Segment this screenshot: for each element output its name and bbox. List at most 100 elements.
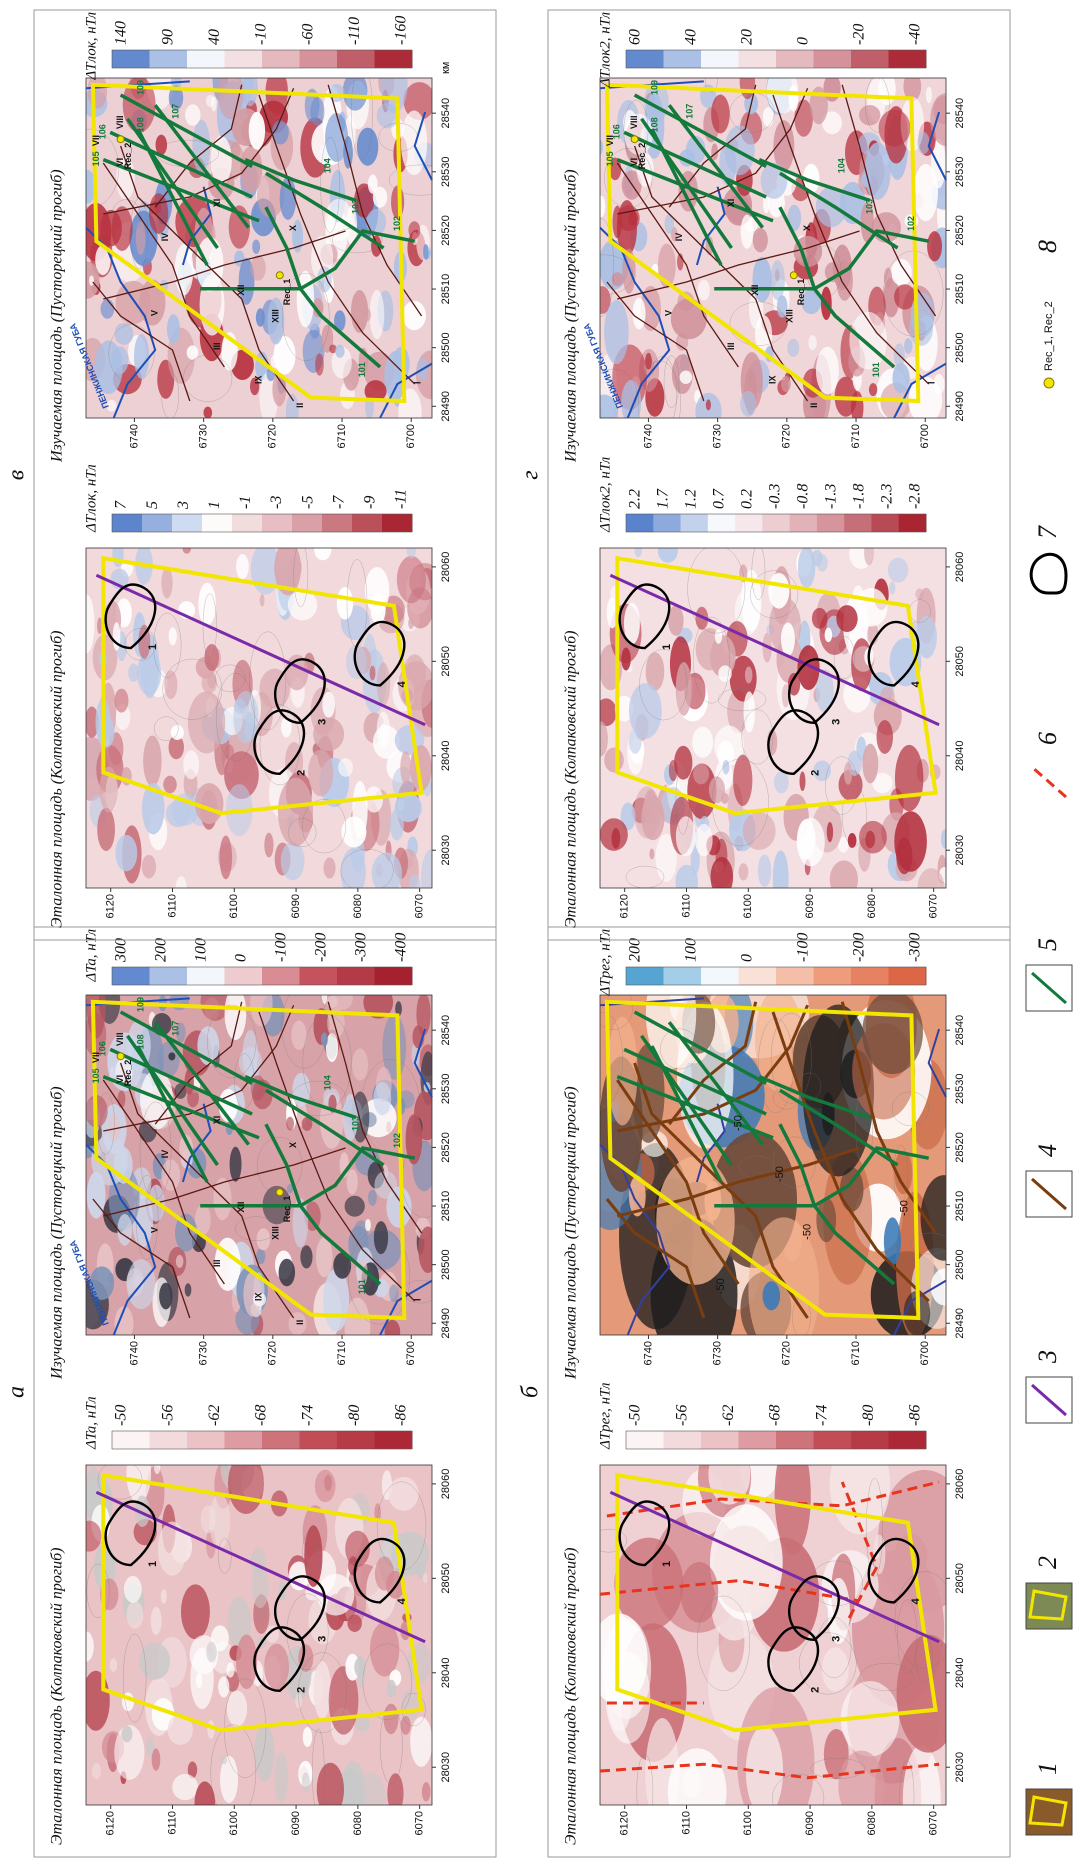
colorbar-label: 0.2 <box>739 489 756 509</box>
colorbar-cell <box>225 1431 263 1449</box>
anomaly <box>239 1047 262 1077</box>
anomaly <box>597 196 605 217</box>
receiver <box>276 1189 283 1196</box>
anomaly <box>371 593 386 625</box>
anomaly <box>406 539 416 559</box>
figure-canvas: Эталонная площадь (Колпаковский прогиб)2… <box>0 0 1081 1865</box>
y-tick-label: 6080 <box>866 894 878 918</box>
y-tick-label: 6730 <box>198 424 210 448</box>
profile-label: 108 <box>136 1034 146 1049</box>
colorbar-label: -1.3 <box>823 484 840 509</box>
x-tick-label: 28040 <box>440 1657 452 1688</box>
profile-label: 103 <box>350 1116 360 1131</box>
anomaly <box>889 582 895 595</box>
anomaly <box>649 849 654 860</box>
colorbar-label: 60 <box>627 29 644 45</box>
anomaly <box>836 605 857 632</box>
colorbar-label: -80 <box>346 1405 363 1426</box>
x-tick-label: 28060 <box>954 1469 966 1500</box>
line-label: X <box>288 225 298 231</box>
y-tick-label: 6120 <box>105 894 117 918</box>
line-label: I <box>927 381 937 384</box>
line-label: VIII <box>115 115 125 129</box>
panel-letter: г <box>518 470 544 479</box>
receiver <box>117 136 124 143</box>
anomaly <box>941 829 949 848</box>
profile-label: 103 <box>350 199 360 214</box>
y-tick-label: 6080 <box>866 1811 878 1835</box>
anomaly <box>775 1436 811 1555</box>
y-tick-label: 6720 <box>781 424 793 448</box>
x-tick-label: 28500 <box>954 1249 966 1280</box>
anomaly <box>146 1737 154 1757</box>
anomaly <box>167 314 180 344</box>
profile-label: 104 <box>323 1075 333 1090</box>
anomaly <box>317 1763 344 1817</box>
anomaly <box>904 338 912 354</box>
colorbar-label: 90 <box>159 29 176 45</box>
map-raster <box>590 1434 972 1854</box>
anomaly <box>706 399 711 410</box>
anomaly <box>181 1584 210 1639</box>
line-label: I <box>413 381 423 384</box>
colorbar-label: -62 <box>206 1405 223 1426</box>
colorbar-cell <box>337 50 375 68</box>
anomaly <box>629 729 642 753</box>
anomaly <box>110 1658 118 1672</box>
profile-label: 101 <box>871 362 881 377</box>
x-tick-label: 28060 <box>954 552 966 583</box>
panel-letter: в <box>4 470 30 480</box>
anomaly <box>338 758 353 777</box>
anomaly <box>347 1169 358 1194</box>
figure: Эталонная площадь (Колпаковский прогиб)2… <box>0 0 1081 1865</box>
deposit-label: 4 <box>910 680 922 687</box>
colorbar-cell <box>889 50 927 68</box>
legend-number: 6 <box>1033 732 1062 745</box>
anomaly <box>822 1647 849 1691</box>
x-tick-label: 28500 <box>440 1249 452 1280</box>
x-tick-label: 28030 <box>440 1752 452 1783</box>
panel-letter: а <box>4 1386 30 1398</box>
anomaly <box>781 622 795 656</box>
anomaly <box>341 848 366 895</box>
profile-label: 105 <box>91 151 101 166</box>
colorbar-label: -60 <box>299 24 316 45</box>
anomaly <box>828 1578 850 1644</box>
y-tick-label: 6730 <box>712 1341 724 1365</box>
colorbar-label: 2.2 <box>627 489 644 509</box>
anomaly <box>740 391 756 417</box>
anomaly <box>710 857 733 897</box>
anomaly <box>124 1576 142 1603</box>
colorbar-label: -50 <box>627 1405 644 1426</box>
anomaly <box>236 554 249 579</box>
anomaly <box>715 629 722 643</box>
colorbar-label: -0.3 <box>767 484 784 509</box>
y-tick-label: 6080 <box>352 1811 364 1835</box>
anomaly <box>864 143 890 200</box>
anomaly <box>658 539 678 563</box>
anomaly <box>387 1773 403 1813</box>
deposit-label: 2 <box>810 1687 822 1693</box>
y-tick-label: 6740 <box>128 424 140 448</box>
anomaly <box>274 1752 288 1803</box>
anomaly <box>604 748 624 773</box>
line-label: II <box>809 403 819 408</box>
x-tick-label: 28040 <box>954 740 966 771</box>
profile-label: 105 <box>91 1068 101 1083</box>
colorbar-cell <box>739 1431 777 1449</box>
colorbar-label: 100 <box>193 938 210 962</box>
y-tick-label: 6090 <box>290 894 302 918</box>
deposit-label: 4 <box>910 1597 922 1604</box>
colorbar-cell <box>262 967 300 985</box>
y-tick-label: 6070 <box>928 894 940 918</box>
deposit-label: 3 <box>830 719 842 725</box>
line-label: IV <box>160 1150 170 1159</box>
anomaly <box>297 271 314 328</box>
anomaly <box>740 64 755 99</box>
colorbar-label: -74 <box>299 1405 316 1426</box>
contour-label: -50 <box>802 1224 814 1240</box>
legend-number: 1 <box>1033 1762 1062 1775</box>
colorbar-cell <box>664 967 702 985</box>
anomaly <box>127 1601 144 1629</box>
anomaly <box>204 644 219 671</box>
